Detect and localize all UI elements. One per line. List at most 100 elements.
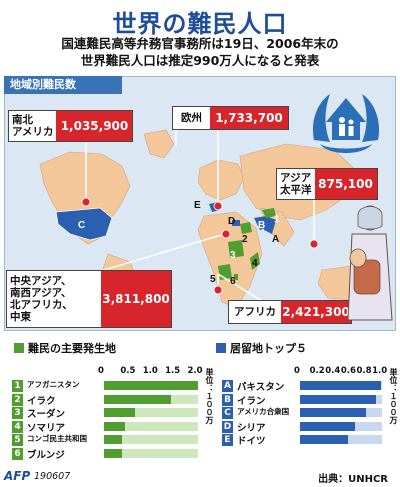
origins-title-text: 難民の主要発生地 — [28, 342, 116, 355]
category-label: イラク — [27, 395, 56, 407]
category-label: ソマリア — [27, 422, 66, 434]
tick-label: 0.8 — [356, 366, 372, 376]
afghanistan-highlight — [262, 208, 276, 218]
region-label: アフリカ — [234, 306, 276, 318]
tick-label: 2.0 — [187, 366, 203, 376]
page-title: 世界の難民人口 — [112, 10, 288, 38]
region-value: 875,100 — [314, 169, 377, 199]
category-label: スーダン — [27, 409, 66, 420]
region-box-africa: アフリカ 2,421,300 — [228, 300, 352, 324]
category-label: コンゴ民主共和国 — [27, 434, 87, 443]
rank-marker: 2 — [12, 393, 23, 406]
origins-unit-label: 単位：１００万 — [205, 368, 214, 424]
rank-marker: E — [222, 434, 233, 446]
burundi-highlight — [234, 274, 238, 280]
map-label-e: E — [194, 200, 201, 211]
region-value: 2,421,300 — [281, 301, 351, 323]
map-label-a: A — [272, 234, 279, 245]
hosts-legend-swatch — [216, 343, 226, 353]
hosts-title-text: 居留地トップ５ — [230, 342, 307, 355]
tick-label: 1.0 — [142, 366, 158, 376]
rank-marker: C — [222, 407, 233, 419]
region-box-europe: 欧州 1,733,700 — [172, 106, 289, 130]
map-label-d: D — [228, 216, 235, 227]
category-label: アメリカ合衆国 — [237, 407, 290, 416]
iraq-highlight — [240, 222, 252, 234]
rank-marker: 5 — [12, 434, 23, 446]
region-label: 北アフリカ、 — [10, 299, 73, 311]
map-label-2: 2 — [242, 234, 248, 245]
bar-track — [104, 435, 198, 444]
rank-marker: 4 — [12, 420, 23, 433]
region-box-asia: アジア 太平洋 875,100 — [276, 168, 378, 200]
subtitle: 国連難民高等弁務官事務所は19日、2006年末の 世界難民人口は推定990万人に… — [20, 35, 380, 69]
bar — [104, 435, 122, 444]
map-label-b: B — [258, 220, 265, 231]
category-label: ドイツ — [237, 436, 266, 447]
region-value: 1,733,700 — [210, 107, 288, 129]
rank-marker: D — [222, 420, 233, 433]
map-label-5: 5 — [210, 274, 216, 285]
hosts-chart: 0 0.2 0.4 0.6 0.8 1.0 A パキスタン B イラン C アメリカ合衆国 D シリア E ド… — [222, 366, 388, 450]
map-header: 地域別難民数 — [4, 76, 122, 94]
source-label: 出典：UNHCR — [318, 474, 388, 485]
tick-label: 0.6 — [340, 366, 356, 376]
pakistan-highlight — [264, 216, 276, 234]
bar — [300, 408, 366, 417]
region-label: 南北 — [12, 114, 33, 126]
region-value: 1,035,900 — [56, 111, 133, 141]
bar — [104, 408, 135, 417]
origins-legend-swatch — [14, 343, 24, 353]
refugee-illustration — [347, 205, 393, 321]
region-label: 欧州 — [181, 112, 202, 124]
bar — [104, 421, 125, 431]
subtitle-line-2: 世界難民人口は推定990万人になると発表 — [80, 53, 320, 68]
map-label-6: 6 — [230, 276, 236, 287]
bar — [104, 448, 122, 458]
hosts-unit-label: 単位：１００万 — [389, 368, 398, 424]
bar — [300, 421, 355, 431]
bar-track — [104, 448, 198, 458]
landmass-europe — [197, 159, 245, 201]
tick-label: 1.0 — [372, 366, 388, 376]
region-label: アジア — [280, 172, 312, 184]
origins-chart: 0 0.5 1.0 1.5 2.0 1 アフガニスタン 2 イラク 3 スーダン 4 ソマリア 5 コンゴ民… — [12, 366, 203, 462]
category-label: ブルンジ — [27, 449, 65, 461]
region-box-americas: 南北 アメリカ 1,035,900 — [8, 110, 134, 142]
bar — [300, 394, 376, 404]
subtitle-line-1: 国連難民高等弁務官事務所は19日、2006年末の — [61, 36, 339, 51]
category-label: パキスタン — [237, 382, 285, 393]
category-label: アフガニスタン — [27, 380, 80, 389]
dot-asia — [309, 239, 319, 249]
tick-label: 0 — [294, 366, 300, 376]
bar — [300, 381, 382, 390]
map-label-3: 3 — [230, 250, 236, 261]
rank-marker: B — [222, 393, 233, 406]
rank-marker: 6 — [12, 447, 23, 460]
region-box-mideast: 中央アジア、 南西アジア、 北アフリカ、 中東 3,811,800 — [6, 270, 172, 328]
syria-highlight — [232, 220, 240, 226]
tick-label: 1.5 — [165, 366, 181, 376]
graphic-code: 190607 — [34, 471, 71, 482]
region-label: 太平洋 — [280, 184, 312, 196]
bar-track — [104, 408, 198, 417]
rank-marker: 3 — [12, 407, 23, 419]
region-label: アメリカ — [12, 126, 54, 138]
tick-label: 0.5 — [120, 366, 136, 376]
bar — [104, 394, 172, 404]
bar-track — [104, 421, 198, 431]
dot-mideast — [221, 229, 231, 239]
tick-label: 0.2 — [309, 366, 325, 376]
map-label-4: 4 — [252, 258, 258, 269]
usa-highlight — [55, 207, 113, 241]
map-label-c: C — [78, 220, 85, 231]
dot-americas — [81, 197, 91, 207]
region-value: 3,811,800 — [101, 271, 171, 327]
rank-marker: 1 — [12, 380, 23, 392]
tick-label: 0.4 — [325, 366, 341, 376]
unhcr-logo — [312, 94, 380, 153]
region-label: 中東 — [10, 311, 31, 323]
region-label: 南西アジア、 — [10, 287, 72, 299]
dot-africa — [213, 285, 223, 295]
dot-europe — [213, 201, 223, 211]
